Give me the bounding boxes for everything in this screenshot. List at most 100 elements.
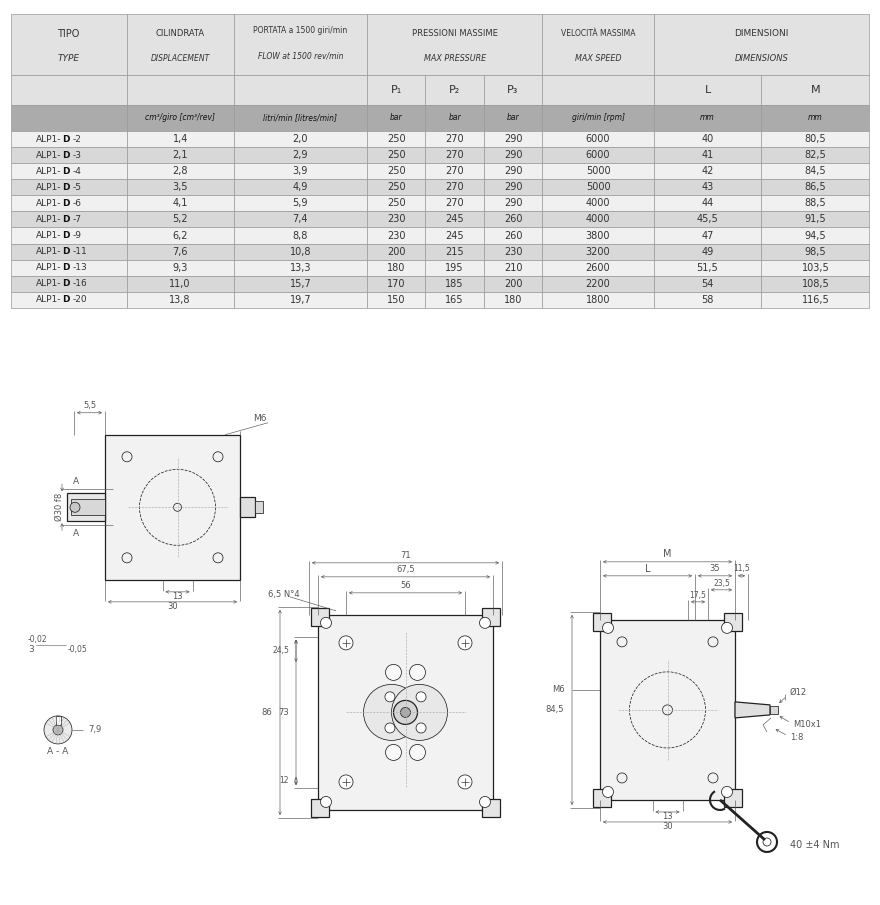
Text: giri/min [rpm]: giri/min [rpm] (571, 113, 625, 122)
Text: bar: bar (390, 113, 402, 122)
Bar (654, 260, 761, 276)
Text: 7,9: 7,9 (88, 726, 101, 735)
Text: D: D (62, 231, 70, 240)
Bar (542, 195, 654, 212)
Text: 5000: 5000 (586, 183, 611, 193)
Text: mm: mm (808, 113, 823, 122)
Text: M6: M6 (553, 685, 565, 694)
Bar (654, 105, 761, 131)
Text: 290: 290 (503, 198, 522, 208)
Text: 4,1: 4,1 (172, 198, 187, 208)
Bar (318, 614, 493, 810)
Bar (654, 148, 761, 163)
Bar (234, 105, 367, 131)
Bar (11, 14, 127, 75)
Text: 17,5: 17,5 (690, 591, 707, 600)
Text: Ø12: Ø12 (790, 688, 807, 696)
Text: 108,5: 108,5 (802, 279, 829, 289)
Bar (367, 14, 542, 75)
Text: 7,6: 7,6 (172, 246, 188, 256)
Bar (127, 212, 234, 227)
Bar (311, 799, 329, 817)
Text: ALP1-: ALP1- (36, 135, 62, 144)
Bar (600, 620, 735, 800)
Text: 4000: 4000 (586, 198, 611, 208)
Bar (367, 131, 425, 148)
Text: DIMENSIONI: DIMENSIONI (735, 30, 788, 38)
Circle shape (320, 617, 332, 628)
Text: D: D (62, 295, 70, 304)
Text: D: D (62, 151, 70, 160)
Circle shape (385, 723, 395, 733)
Text: 30: 30 (167, 603, 178, 612)
Bar (11, 75, 127, 105)
Text: 116,5: 116,5 (802, 295, 829, 305)
Text: 19,7: 19,7 (290, 295, 312, 305)
Bar (127, 14, 234, 75)
Text: 12: 12 (280, 776, 289, 786)
Bar (367, 243, 425, 260)
Bar (234, 163, 367, 179)
Circle shape (480, 796, 490, 807)
Text: 195: 195 (445, 262, 464, 272)
Text: 250: 250 (387, 150, 406, 160)
Bar (654, 14, 869, 75)
Bar (127, 195, 234, 212)
Text: 103,5: 103,5 (802, 262, 829, 272)
Circle shape (416, 691, 426, 702)
Text: 86,5: 86,5 (804, 183, 826, 193)
Text: 94,5: 94,5 (804, 231, 826, 241)
Bar (761, 243, 869, 260)
Bar (484, 163, 542, 179)
Circle shape (458, 636, 472, 650)
Bar (484, 243, 542, 260)
Bar (234, 276, 367, 291)
Text: 250: 250 (387, 134, 406, 144)
Bar (484, 179, 542, 195)
Circle shape (480, 617, 490, 628)
Bar (761, 276, 869, 291)
Text: 49: 49 (701, 246, 714, 256)
Text: 10,8: 10,8 (290, 246, 312, 256)
Text: P₂: P₂ (449, 85, 460, 95)
Polygon shape (735, 702, 770, 718)
Bar (127, 105, 234, 131)
Bar (542, 243, 654, 260)
Bar (425, 75, 484, 105)
Text: -0,02: -0,02 (28, 635, 48, 644)
Circle shape (339, 775, 353, 789)
Text: 2200: 2200 (586, 279, 611, 289)
Text: 245: 245 (445, 231, 464, 241)
Text: -0,05: -0,05 (68, 645, 88, 654)
Text: D: D (62, 183, 70, 192)
Text: 67,5: 67,5 (396, 566, 414, 575)
Bar (654, 179, 761, 195)
Bar (127, 291, 234, 308)
Bar (425, 131, 484, 148)
Text: M: M (810, 85, 820, 95)
Bar (654, 243, 761, 260)
Text: 250: 250 (387, 167, 406, 176)
Bar (593, 613, 611, 631)
Bar (234, 75, 367, 105)
Text: ALP1-: ALP1- (36, 215, 62, 224)
Bar (127, 260, 234, 276)
Bar (654, 163, 761, 179)
Text: bar: bar (507, 113, 519, 122)
Text: 40: 40 (701, 134, 714, 144)
Text: P₁: P₁ (391, 85, 402, 95)
Text: Ø30 f8: Ø30 f8 (55, 493, 63, 521)
Text: 2,0: 2,0 (293, 134, 308, 144)
Text: 2,8: 2,8 (172, 167, 188, 176)
Bar (127, 163, 234, 179)
Bar (425, 243, 484, 260)
Bar (71, 500, 105, 515)
Bar (234, 243, 367, 260)
Bar (127, 276, 234, 291)
Text: 44: 44 (701, 198, 714, 208)
Text: TIPO: TIPO (57, 29, 80, 39)
Circle shape (53, 725, 63, 735)
Bar (11, 148, 127, 163)
Circle shape (409, 745, 426, 760)
Circle shape (44, 716, 72, 744)
